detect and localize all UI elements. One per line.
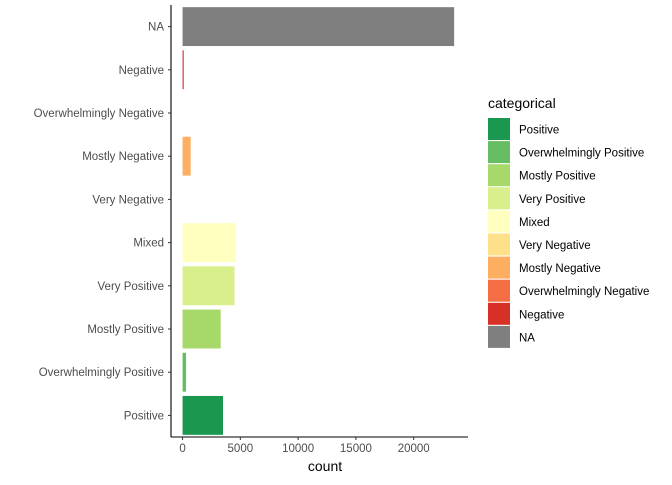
bar-mixed bbox=[182, 223, 236, 263]
legend-label: Positive bbox=[519, 125, 559, 137]
legend-key-mostly-negative bbox=[488, 256, 510, 279]
legend-key-overwhelmingly-positive bbox=[488, 141, 510, 164]
x-tick-label: 10000 bbox=[282, 443, 314, 455]
y-tick-label: Positive bbox=[124, 410, 164, 422]
x-tick-label: 5000 bbox=[228, 443, 254, 455]
x-tick-label: 15000 bbox=[340, 443, 372, 455]
y-tick-label: Mostly Positive bbox=[87, 324, 164, 336]
legend-label: Very Positive bbox=[519, 194, 585, 206]
legend-key-na bbox=[488, 325, 510, 348]
y-axis: Positive Overwhelmingly Positive Mostly Po… bbox=[34, 5, 172, 437]
legend-label: Mostly Negative bbox=[519, 263, 601, 275]
y-tick-label: Very Positive bbox=[98, 281, 164, 293]
y-tick-label: Mixed bbox=[133, 238, 164, 250]
x-tick-label: 20000 bbox=[398, 443, 430, 455]
legend-label: Negative bbox=[519, 309, 564, 321]
bars-group bbox=[182, 7, 455, 435]
y-tick-label: Overwhelmingly Positive bbox=[39, 367, 164, 379]
bar-positive bbox=[182, 395, 224, 435]
legend-title: categorical bbox=[488, 95, 556, 111]
y-tick-label: NA bbox=[148, 22, 164, 34]
legend-items: Positive Overwhelmingly Positive Mostly Po… bbox=[488, 118, 649, 348]
x-tick-label: 0 bbox=[179, 443, 185, 455]
legend-key-very-negative bbox=[488, 233, 510, 256]
legend-label: Mixed bbox=[519, 217, 550, 229]
bar-negative bbox=[182, 50, 184, 90]
legend-key-positive bbox=[488, 118, 510, 140]
legend-label: NA bbox=[519, 332, 535, 344]
legend-key-negative bbox=[488, 302, 510, 325]
legend-label: Mostly Positive bbox=[519, 171, 596, 183]
legend: categorical Positive Overwhelmingly Posit… bbox=[488, 95, 649, 348]
bar-mostly-negative bbox=[182, 136, 191, 176]
legend-key-mostly-positive bbox=[488, 164, 510, 187]
legend-key-overwhelmingly-negative bbox=[488, 279, 510, 302]
y-tick-label: Mostly Negative bbox=[82, 151, 164, 163]
legend-label: Overwhelmingly Negative bbox=[519, 286, 649, 298]
legend-key-very-positive bbox=[488, 187, 510, 210]
y-tick-label: Very Negative bbox=[92, 194, 164, 206]
bar-overwhelmingly-positive bbox=[182, 352, 187, 392]
y-tick-label: Negative bbox=[119, 65, 164, 77]
y-tick-label: Overwhelmingly Negative bbox=[34, 108, 164, 120]
legend-label: Overwhelmingly Positive bbox=[519, 148, 644, 160]
x-axis-title: count bbox=[308, 458, 342, 474]
legend-label: Very Negative bbox=[519, 240, 591, 252]
legend-key-mixed bbox=[488, 210, 510, 233]
bar-very-positive bbox=[182, 266, 235, 306]
x-axis: 0 5000 10000 15000 20000 bbox=[171, 436, 468, 455]
bar-na bbox=[182, 7, 455, 47]
bar-mostly-positive bbox=[182, 309, 221, 349]
